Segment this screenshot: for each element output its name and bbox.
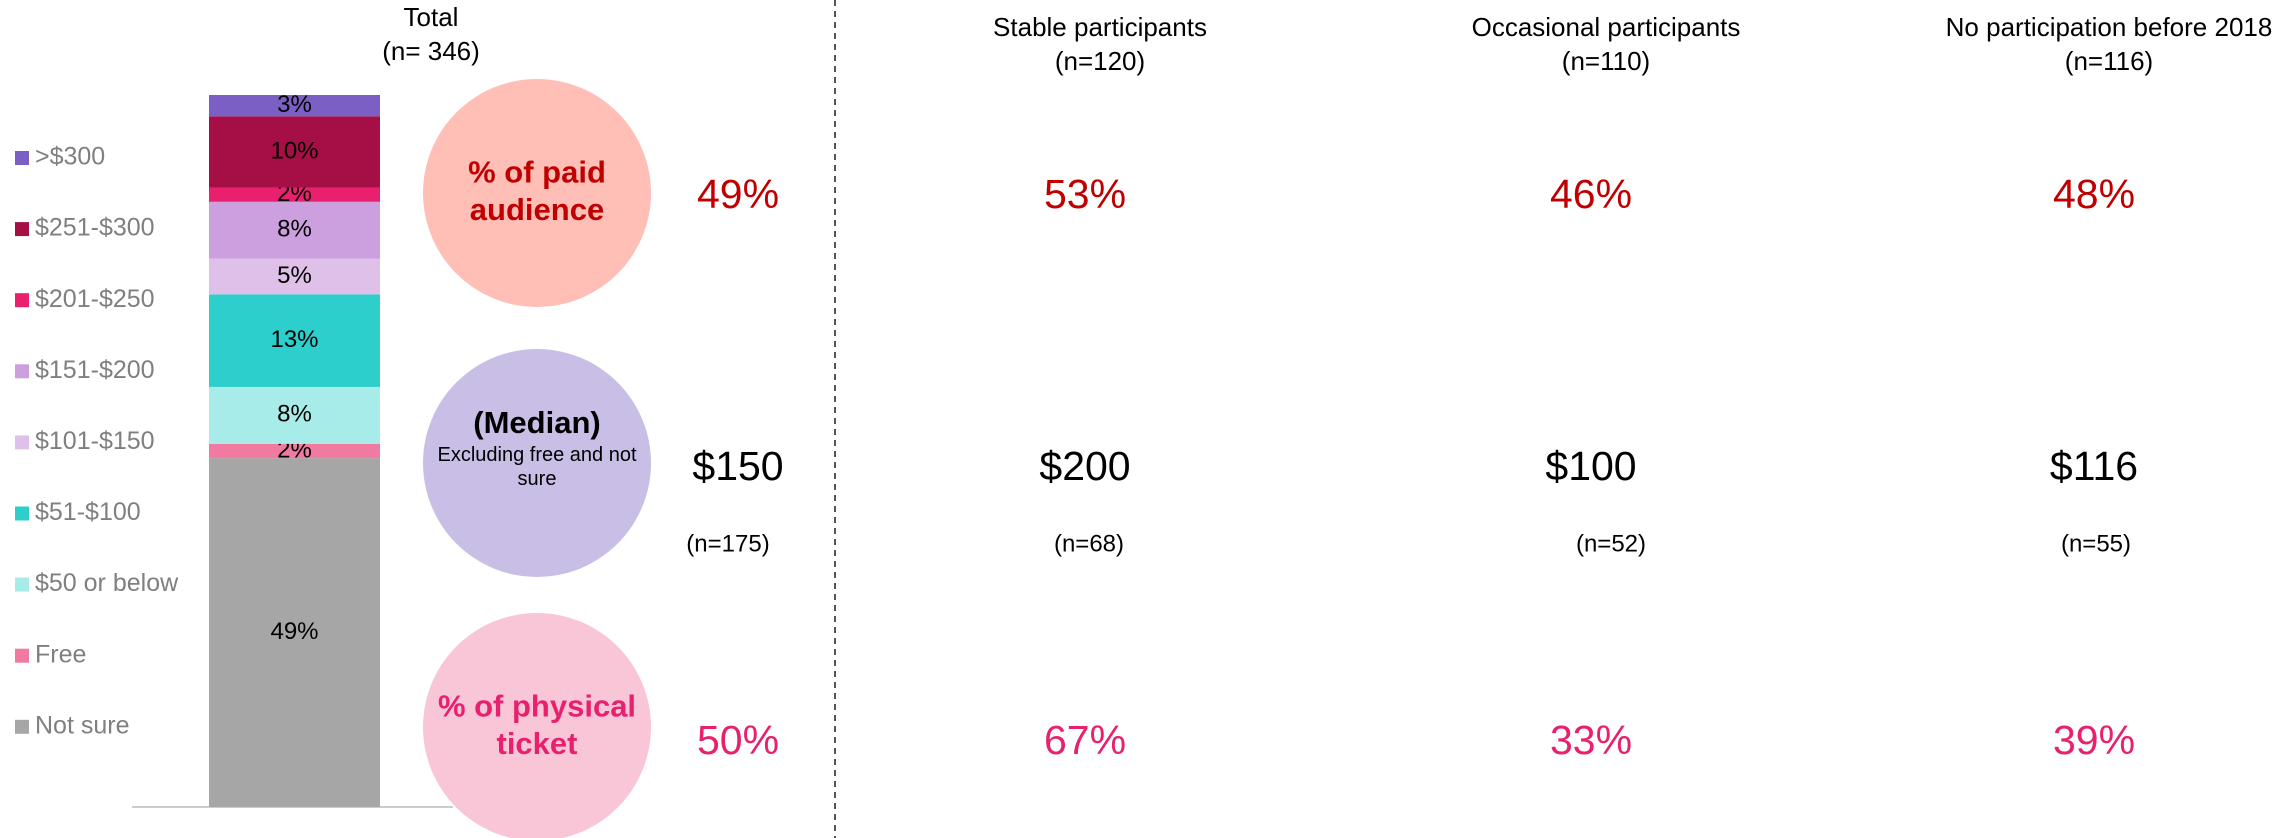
bar-segment <box>209 443 380 459</box>
legend-label: Free <box>35 640 86 668</box>
physical-value: 39% <box>2053 717 2135 763</box>
median-value: $116 <box>2050 443 2138 489</box>
row-note: sure <box>518 468 557 490</box>
row-label: audience <box>470 192 604 227</box>
legend-swatch <box>15 648 29 663</box>
legend-label: $51-$100 <box>35 498 141 526</box>
physical-value: 33% <box>1550 717 1632 763</box>
legend-swatch <box>15 506 29 521</box>
bar-segment <box>209 386 380 444</box>
median-n: (n=175) <box>686 530 769 557</box>
bar-segment <box>209 187 380 202</box>
data-label: 10% <box>270 137 318 164</box>
chart-title: Total <box>404 2 459 32</box>
legend-swatch <box>15 293 29 308</box>
bar-segment <box>209 116 380 188</box>
physical-value: 67% <box>1044 717 1126 763</box>
legend-label: $151-$200 <box>35 356 155 384</box>
legend-swatch <box>15 719 29 734</box>
column-n: (n=120) <box>1055 46 1145 76</box>
legend-swatch <box>15 435 29 450</box>
row-circle <box>423 79 651 307</box>
column-title: Occasional participants <box>1472 12 1741 42</box>
bar-segment <box>209 95 380 117</box>
legend-label: Not sure <box>35 711 129 739</box>
paid-value: 53% <box>1044 171 1126 217</box>
bar-segment <box>209 458 380 807</box>
data-label: 5% <box>277 262 312 289</box>
row-label: (Median) <box>473 405 600 440</box>
legend-swatch <box>15 577 29 592</box>
legend-swatch <box>15 151 29 165</box>
bar-segment <box>209 201 380 259</box>
data-label: 8% <box>277 216 312 243</box>
bar-segment <box>209 294 380 387</box>
data-label: 49% <box>270 618 318 645</box>
median-n: (n=68) <box>1054 530 1124 557</box>
physical-value: 50% <box>697 717 779 763</box>
paid-value: 46% <box>1550 171 1632 217</box>
data-label: 13% <box>270 326 318 353</box>
column-title: Stable participants <box>993 12 1207 42</box>
legend-label: $201-$250 <box>35 285 155 313</box>
column-n: (n=110) <box>1562 46 1650 76</box>
data-label: 8% <box>277 401 312 428</box>
chart-subtitle: (n= 346) <box>382 36 480 66</box>
bar-segment <box>209 258 380 295</box>
median-n: (n=55) <box>2061 530 2131 557</box>
median-value: $150 <box>692 443 783 489</box>
legend-label: >$300 <box>35 143 105 171</box>
legend-label: $101-$150 <box>35 427 155 455</box>
median-value: $200 <box>1039 443 1130 489</box>
median-value: $100 <box>1545 443 1636 489</box>
row-label: % of paid <box>468 155 606 190</box>
data-label: 3% <box>277 91 312 118</box>
row-note: Excluding free and not <box>437 444 636 466</box>
row-label: % of physical <box>438 689 636 724</box>
column-title: No participation before 2018 <box>1946 12 2273 42</box>
column-n: (n=116) <box>2065 46 2153 76</box>
row-circle <box>423 613 651 838</box>
legend-label: $50 or below <box>35 569 179 597</box>
legend-swatch <box>15 364 29 379</box>
legend-swatch <box>15 222 29 237</box>
paid-value: 49% <box>697 171 779 217</box>
row-circle <box>423 349 651 577</box>
legend-label: $251-$300 <box>35 214 155 242</box>
paid-value: 48% <box>2053 171 2135 217</box>
median-n: (n=52) <box>1576 530 1646 557</box>
row-label: ticket <box>497 726 578 761</box>
